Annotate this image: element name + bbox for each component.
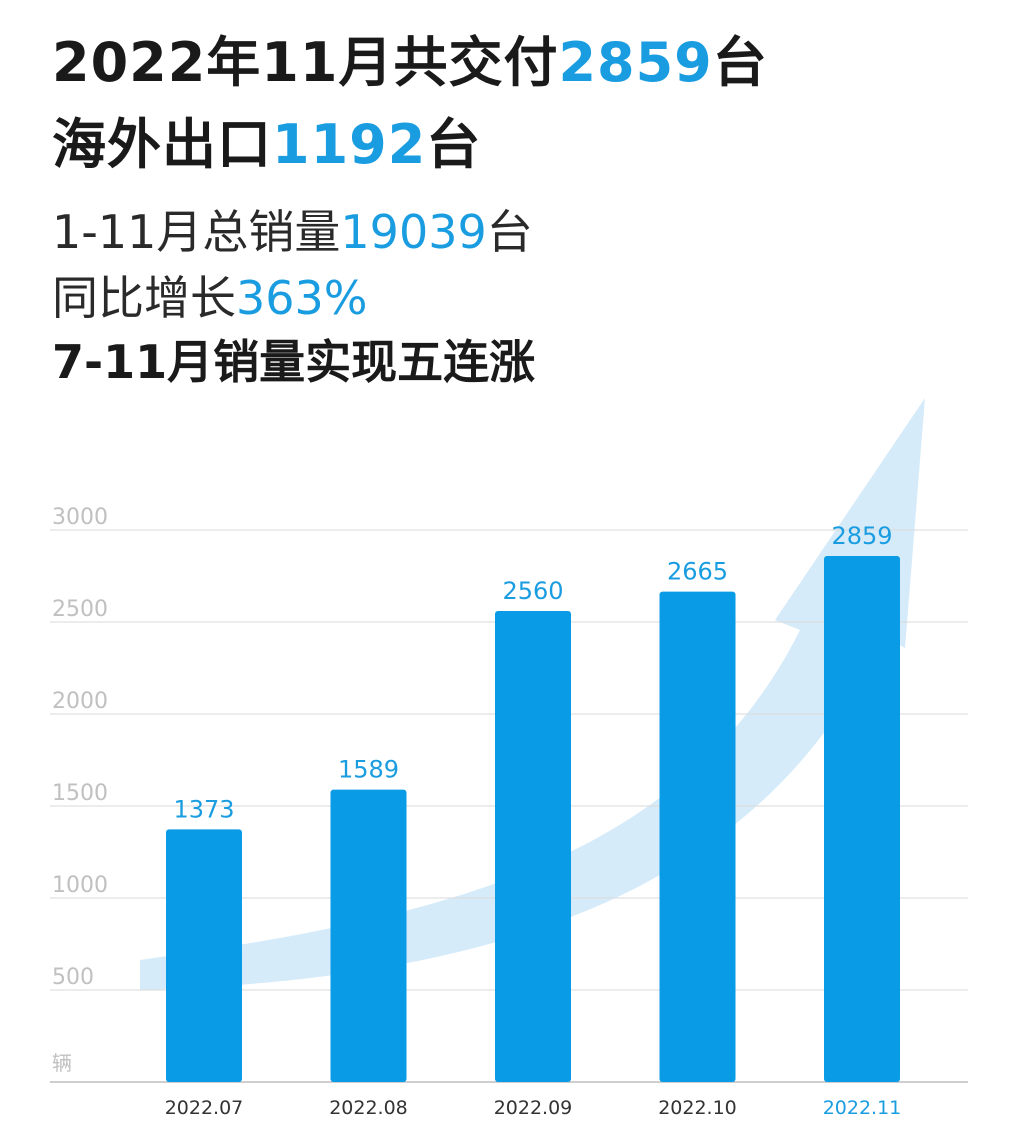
headline-2-text: 海外出口 [52, 113, 272, 176]
headline-4-number: 363% [236, 271, 368, 325]
y-tick-label: 2000 [52, 689, 108, 714]
headline-3-unit: 台 [486, 205, 533, 259]
headline-2-unit: 台 [426, 113, 482, 176]
bar-2022.08 [330, 789, 407, 1082]
data-label: 2859 [831, 522, 892, 550]
y-axis-label: 辆 [52, 1051, 72, 1075]
x-tick-label: 2022.11 [823, 1097, 902, 1119]
data-label: 2560 [502, 577, 563, 605]
y-tick-label: 1000 [52, 873, 108, 898]
chart-bars [166, 555, 900, 1082]
headline-1-number: 2859 [558, 31, 713, 94]
headline-line-5: 7-11月销量实现五连涨 [52, 335, 536, 389]
y-tick-label: 500 [52, 965, 94, 990]
data-label: 1589 [338, 756, 399, 784]
headline-line-1: 2022年11月共交付2859台 [52, 18, 768, 97]
bar-2022.09 [495, 610, 571, 1082]
data-label: 1373 [173, 795, 234, 823]
bar-chart: 3000 2500 2000 1500 1000 500 辆 1373 2022.07 1589 2… [50, 398, 968, 1119]
x-tick-label: 2022.09 [494, 1097, 573, 1119]
headline-3-number: 19039 [340, 205, 487, 259]
headline-line-3: 1-11月总销量19039台 [52, 196, 533, 262]
headline-3-text: 1-11月总销量 [52, 205, 341, 259]
headline-2-number: 1192 [272, 113, 427, 176]
headline-line-4: 同比增长363% [52, 262, 368, 328]
y-tick-label: 2500 [52, 597, 108, 622]
bar-2022.07 [166, 829, 242, 1082]
headline-line-2: 海外出口1192台 [52, 100, 481, 179]
x-tick-label: 2022.10 [658, 1097, 737, 1119]
headline-1-text: 2022年11月共交付 [52, 31, 559, 94]
bar-2022.10 [659, 591, 736, 1082]
x-tick-label: 2022.08 [329, 1097, 408, 1119]
y-tick-label: 3000 [52, 505, 108, 530]
y-tick-label: 1500 [52, 781, 108, 806]
headline-4-text: 同比增长 [52, 271, 236, 325]
data-label: 2665 [667, 558, 728, 586]
headline-1-unit: 台 [712, 31, 768, 94]
chart-labels: 3000 2500 2000 1500 1000 500 辆 1373 2022.07 1589 2… [52, 505, 901, 1119]
bar-2022.11 [824, 555, 900, 1082]
x-tick-label: 2022.07 [165, 1097, 244, 1119]
